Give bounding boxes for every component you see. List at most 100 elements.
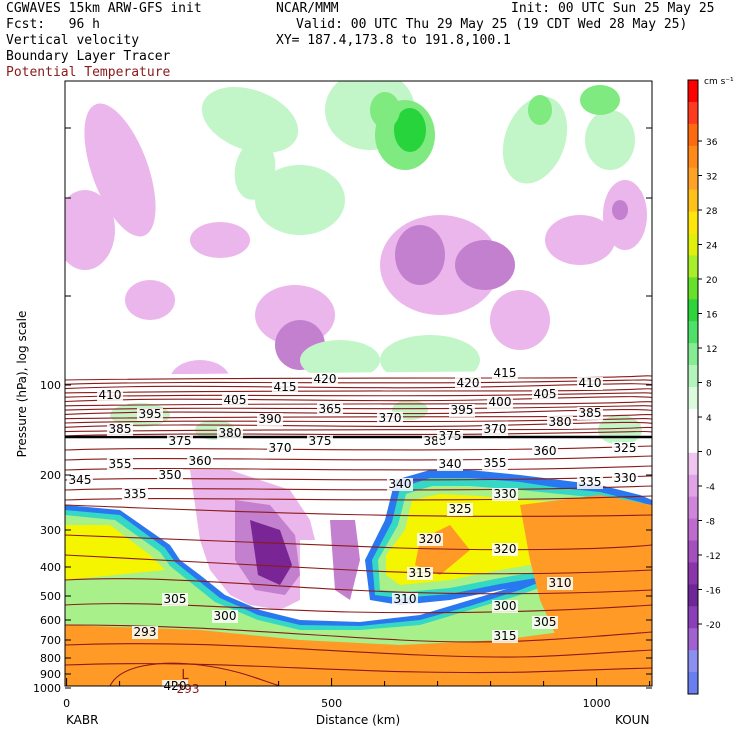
- colorbar-swatch: [688, 321, 698, 344]
- contour-label-bg: [272, 381, 298, 394]
- contour-label-bg: [437, 430, 463, 443]
- colorbar-swatch: [688, 145, 698, 169]
- contour-label-text: 335: [124, 487, 147, 501]
- contour-label: 415: [272, 380, 298, 394]
- contour-label: 405: [532, 387, 558, 401]
- theta-contour: [65, 388, 652, 394]
- contour-label: 370: [482, 422, 508, 436]
- contour-label-text: 300: [214, 609, 237, 623]
- contour-label: 370: [267, 441, 293, 455]
- contour-label-text: 315: [494, 629, 517, 643]
- contour-label: 380: [547, 415, 573, 429]
- contour-label-bg: [532, 445, 558, 458]
- theta-contour: [65, 408, 652, 415]
- contour-label: 330: [612, 471, 638, 485]
- forecast-hour: Fcst: 96 h: [6, 17, 100, 32]
- contour-label-bg: [122, 488, 148, 501]
- velocity-patch: [84, 103, 156, 237]
- colorbar-tick-label: -16: [706, 587, 721, 597]
- contour-label: 420: [455, 376, 481, 390]
- contour-label-text: 350: [159, 468, 182, 482]
- contour-label-text: 385: [109, 422, 132, 436]
- colorbar-swatch: [688, 474, 698, 498]
- contour-label: 410: [97, 388, 123, 402]
- field-label-bl-tracer: Boundary Layer Tracer: [6, 49, 171, 64]
- contour-label: 375: [167, 434, 193, 448]
- colorbar-swatch: [688, 277, 698, 300]
- contour-label-text: 410: [99, 388, 122, 402]
- colorbar-swatch: [688, 80, 698, 103]
- contour-label-text: 375: [309, 434, 332, 448]
- contour-label-bg: [492, 543, 518, 556]
- colorbar-swatch: [688, 606, 698, 629]
- contour-label-text: 320: [419, 532, 442, 546]
- contour-label-text: 375: [169, 434, 192, 448]
- theta-contour: [65, 383, 652, 390]
- contour-label: 300: [212, 609, 238, 623]
- colorbar-swatch: [688, 540, 698, 563]
- contour-label-text: 380: [549, 415, 572, 429]
- cross-section-endpoints: XY= 187.4,173.8 to 191.8,100.1: [276, 33, 511, 48]
- contour-label-text: 330: [614, 471, 637, 485]
- contour-label: 335: [122, 487, 148, 501]
- contour-label-text: 325: [614, 441, 637, 455]
- contour-label: 355: [482, 456, 508, 470]
- velocity-patch: [545, 215, 615, 265]
- contour-label-bg: [257, 413, 283, 426]
- descent-secondary: [330, 520, 360, 600]
- theta-contour: [65, 445, 652, 451]
- contour-label-bg: [447, 503, 473, 516]
- colorbar-swatch: [688, 255, 698, 278]
- contour-label-bg: [492, 600, 518, 613]
- contour-label: 375: [307, 434, 333, 448]
- theta-contour: [65, 578, 652, 595]
- colorbar-tick-label: -12: [706, 552, 721, 562]
- colorbar-tick-label: 12: [706, 345, 717, 355]
- contour-label: 325: [612, 441, 638, 455]
- contour-label-bg: [217, 427, 243, 440]
- theta-contour: [65, 396, 652, 403]
- contour-label-text: 370: [269, 441, 292, 455]
- velocity-patch: [190, 222, 250, 258]
- x-tick-label: 1000: [583, 697, 611, 710]
- contour-label-bg: [437, 458, 463, 471]
- contour-label: 385: [107, 422, 133, 436]
- velocity-patch: [455, 240, 515, 290]
- contour-label-bg: [407, 567, 433, 580]
- contour-label-text: 345: [69, 473, 92, 487]
- contour-label-bg: [449, 404, 475, 417]
- contour-label-bg: [222, 394, 248, 407]
- contour-label-bg: [67, 474, 93, 487]
- theta-contour: [65, 413, 652, 420]
- contour-label-text: 360: [534, 444, 557, 458]
- contour-label-text: 370: [484, 422, 507, 436]
- theta-contour: [65, 455, 652, 461]
- colorbar-swatch: [688, 387, 698, 410]
- contour-label: 385: [577, 406, 603, 420]
- contour-label: 305: [162, 592, 188, 606]
- contour-label-text: 385: [579, 406, 602, 420]
- theta-contour: [65, 392, 652, 398]
- theta-contour: [65, 379, 652, 385]
- org-label: NCAR/MMM: [276, 1, 339, 16]
- colorbar-tick-label: 24: [706, 242, 718, 252]
- x-axis-label: Distance (km): [316, 713, 400, 727]
- contour-label-text: 395: [139, 407, 162, 421]
- contour-label-bg: [267, 442, 293, 455]
- theta-contour: [65, 375, 652, 381]
- contour-label-text: 410: [579, 376, 602, 390]
- contour-label: 395: [449, 403, 475, 417]
- y-tick-label: 400: [40, 561, 61, 574]
- contour-label-bg: [377, 412, 403, 425]
- contour-label-text: 395: [451, 403, 474, 417]
- theta-contour: [65, 624, 652, 643]
- colorbar-tick-label: 32: [706, 173, 717, 183]
- contour-label-text: 415: [274, 380, 297, 394]
- right-station-label: KOUN: [615, 713, 649, 727]
- contour-label: 335: [577, 475, 603, 489]
- contour-label-bg: [187, 455, 213, 468]
- theta-contour: [65, 465, 652, 471]
- contour-label-bg: [547, 416, 573, 429]
- contour-label-bg: [212, 610, 238, 623]
- contour-label-bg: [455, 377, 481, 390]
